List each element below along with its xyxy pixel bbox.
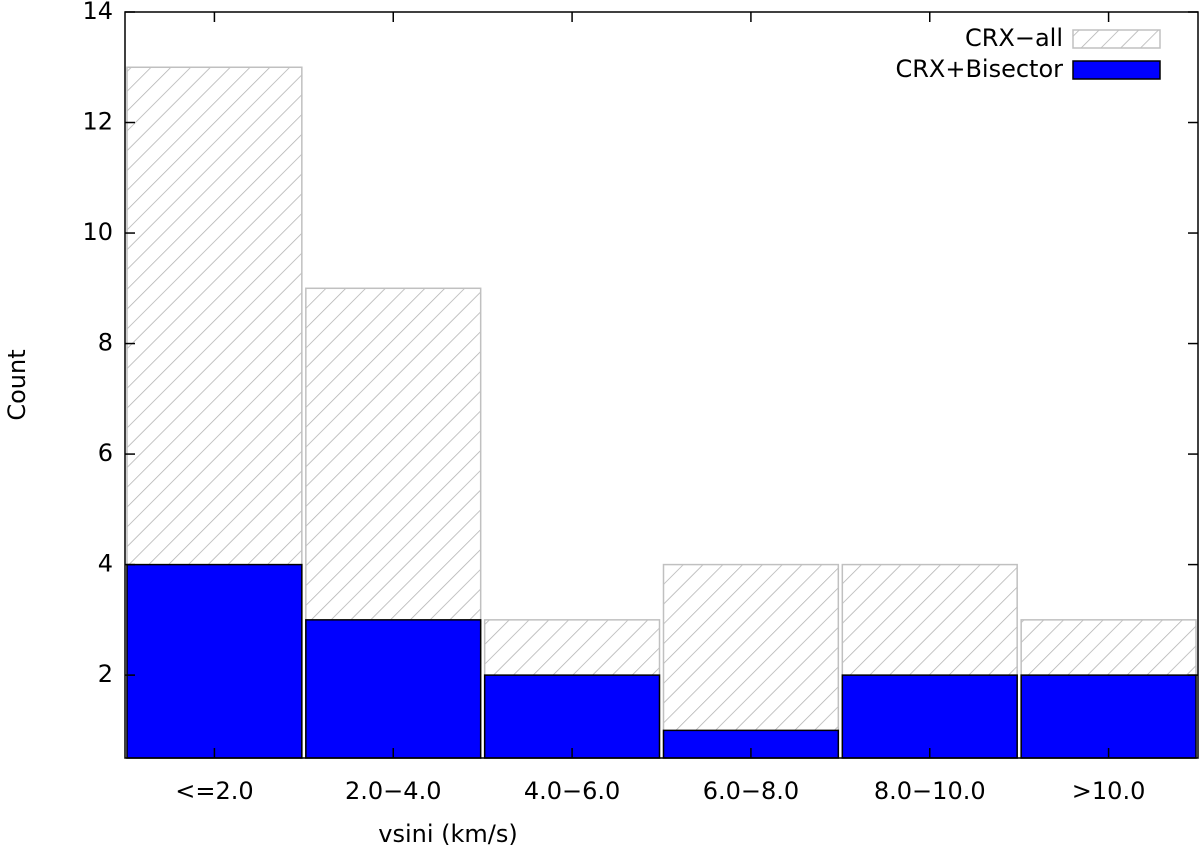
x-tick-label: >10.0 bbox=[1072, 777, 1146, 805]
plot-frame bbox=[124, 11, 1199, 759]
y-tick-label: 8 bbox=[98, 329, 113, 357]
y-tick-label: 10 bbox=[82, 218, 113, 246]
x-tick-label: 2.0−4.0 bbox=[345, 777, 441, 805]
bar bbox=[483, 674, 661, 759]
legend-label: CRX+Bisector bbox=[895, 55, 1063, 83]
y-tick-label: 6 bbox=[98, 439, 113, 467]
x-tick-label: 6.0−8.0 bbox=[703, 777, 799, 805]
legend-label: CRX−all bbox=[965, 24, 1063, 52]
bar bbox=[662, 563, 840, 759]
y-axis-label: Count bbox=[3, 349, 31, 420]
y-tick-label: 4 bbox=[98, 550, 113, 578]
y-tick-label: 12 bbox=[82, 108, 113, 136]
x-axis-label: vsini (km/s) bbox=[378, 820, 517, 848]
bar bbox=[126, 563, 303, 759]
x-tick-label: <=2.0 bbox=[175, 777, 253, 805]
x-tick-label: 4.0−6.0 bbox=[524, 777, 620, 805]
bar bbox=[841, 674, 1018, 759]
bar bbox=[305, 619, 482, 759]
bar bbox=[1020, 674, 1197, 759]
x-tick-label: 8.0−10.0 bbox=[874, 777, 986, 805]
legend-swatch bbox=[1072, 60, 1161, 80]
y-tick-label: 2 bbox=[98, 660, 113, 688]
y-tick-label: 14 bbox=[82, 0, 113, 25]
legend-swatch bbox=[1072, 29, 1161, 49]
